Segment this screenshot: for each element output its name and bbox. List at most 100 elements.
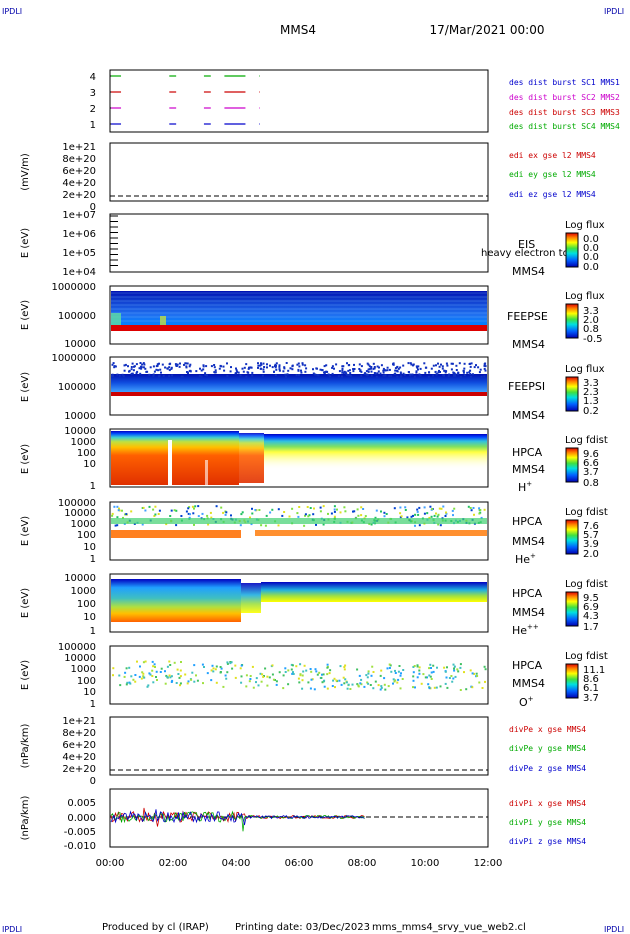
spectrogram-pixel xyxy=(483,665,486,668)
spectrogram-pixel xyxy=(186,362,189,365)
spectrogram-pixel xyxy=(286,373,289,376)
spectrogram-pixel xyxy=(463,374,466,377)
spectrogram-pixel xyxy=(175,524,178,527)
spectrogram-pixel xyxy=(366,681,369,684)
colorbar-tick: 6.9 xyxy=(583,602,599,613)
spectrogram-pixel xyxy=(226,362,228,365)
spectrogram-pixel xyxy=(453,669,456,672)
legend-entry: divPe z gse MMS4 xyxy=(509,764,586,773)
ytick-label: 100 xyxy=(77,448,96,459)
spectrogram-pixel xyxy=(441,365,444,368)
spectrogram-pixel xyxy=(237,371,240,374)
spectrogram-pixel xyxy=(111,512,114,515)
ytick-label: 10 xyxy=(83,459,96,470)
spectrogram-pixel xyxy=(412,666,415,668)
spectrogram-pixel xyxy=(136,370,139,373)
y-axis-label: E (eV) xyxy=(20,660,31,690)
corner-label-br: IPDLI xyxy=(604,925,624,934)
panel-des-burst: 4 3 2 1 des dist burst SC1 MMS1 des dist… xyxy=(90,69,620,133)
spectrogram-pixel xyxy=(187,680,190,683)
spectrogram-pixel xyxy=(245,375,248,378)
spectrogram-pixel xyxy=(321,681,324,684)
spectrogram-pixel xyxy=(142,675,145,678)
spectrogram-pixel xyxy=(373,366,376,368)
colorbar-tick: 9.5 xyxy=(583,593,599,604)
spectrogram-pixel xyxy=(325,364,328,367)
spectrogram-pixel xyxy=(312,372,315,375)
spectrogram-pixel xyxy=(392,678,395,681)
spectrogram-pixel xyxy=(275,368,278,371)
colorbar-tick: 2.3 xyxy=(583,387,599,398)
spectrogram-pixel xyxy=(358,363,361,366)
spectrogram-pixel xyxy=(189,363,192,366)
spectrogram-pixel xyxy=(379,372,382,375)
spectrogram-pixel xyxy=(301,687,304,690)
colorbar-tick: 3.3 xyxy=(583,378,599,389)
legend-entry: edi ey gse l2 MMS4 xyxy=(509,170,596,179)
spectrogram-pixel xyxy=(438,369,440,372)
spectrogram-pixel xyxy=(375,375,378,378)
colorbar-tick: 0.0 xyxy=(583,252,599,263)
ytick-label: 6e+20 xyxy=(62,740,96,751)
spectrogram-pixel xyxy=(278,365,281,368)
spectrogram-pixel xyxy=(430,678,433,680)
spectrogram-pixel xyxy=(323,679,326,682)
spectrogram-pixel xyxy=(320,676,323,679)
spectrogram-pixel xyxy=(380,685,383,688)
spectrogram-pixel xyxy=(372,362,375,365)
y-axis-label: E (eV) xyxy=(20,516,31,546)
spectrogram-pixel xyxy=(177,673,180,675)
spectrogram-pixel xyxy=(399,372,402,375)
ytick-label: 100000 xyxy=(58,311,96,322)
spectrogram-pixel xyxy=(251,374,254,377)
spectrogram-pixel xyxy=(206,374,208,377)
ytick-label: 0 xyxy=(90,776,96,787)
spectrogram-pixel xyxy=(479,368,482,371)
spectrogram-pixel xyxy=(434,371,437,374)
spectrogram-pixel xyxy=(213,366,216,369)
spectrogram-pixel xyxy=(197,515,200,518)
instrument-label: HPCA xyxy=(512,446,543,459)
spectrogram-pixel xyxy=(184,362,187,365)
spectrogram-pixel xyxy=(157,369,160,372)
spectrogram-pixel xyxy=(196,679,199,682)
spectrogram-pixel xyxy=(342,372,345,375)
spectrogram-pixel xyxy=(292,673,295,675)
spectrogram-pixel xyxy=(392,363,394,366)
spectrogram-pixel xyxy=(457,372,460,374)
spectrogram-pixel xyxy=(266,675,269,678)
spectrogram-pixel xyxy=(142,661,145,664)
spectrogram-pixel xyxy=(264,524,267,527)
spectrogram-pixel xyxy=(301,363,304,366)
spectrogram-pixel xyxy=(296,512,299,515)
spectrogram-pixel xyxy=(210,365,213,368)
spectrogram-pixel xyxy=(202,364,205,367)
spectrogram-pixel xyxy=(388,375,391,378)
spectrogram-pixel xyxy=(141,523,144,526)
spectrogram-pixel xyxy=(397,678,400,681)
spectrogram-pixel xyxy=(219,671,222,674)
spectrogram-pixel xyxy=(441,367,444,370)
spectrogram-pixel xyxy=(382,374,385,377)
spectrogram-pixel xyxy=(400,672,402,675)
spectrogram-pixel xyxy=(370,374,373,377)
spectrogram-pixel xyxy=(130,510,133,513)
spectrogram-pixel xyxy=(356,508,359,511)
spectrogram-pixel xyxy=(274,366,277,369)
spectrogram-pixel xyxy=(184,673,187,676)
spectrogram-pixel xyxy=(179,362,181,365)
spectrogram-pixel xyxy=(327,373,330,376)
spectrogram-pixel xyxy=(454,374,457,377)
spectrogram-pixel xyxy=(319,368,322,371)
spectrogram-pixel xyxy=(257,366,259,369)
ytick-label: 10 xyxy=(83,687,96,698)
spectrogram-pixel xyxy=(118,674,121,677)
spectrogram-pixel xyxy=(428,687,431,690)
spectrogram-pixel xyxy=(144,660,147,663)
spectrogram-pixel xyxy=(402,364,405,367)
spectrogram-pixel xyxy=(325,370,328,373)
spectrogram-pixel xyxy=(416,665,419,668)
spectrogram-pixel xyxy=(341,369,344,372)
spectrogram-pixel xyxy=(397,367,400,370)
